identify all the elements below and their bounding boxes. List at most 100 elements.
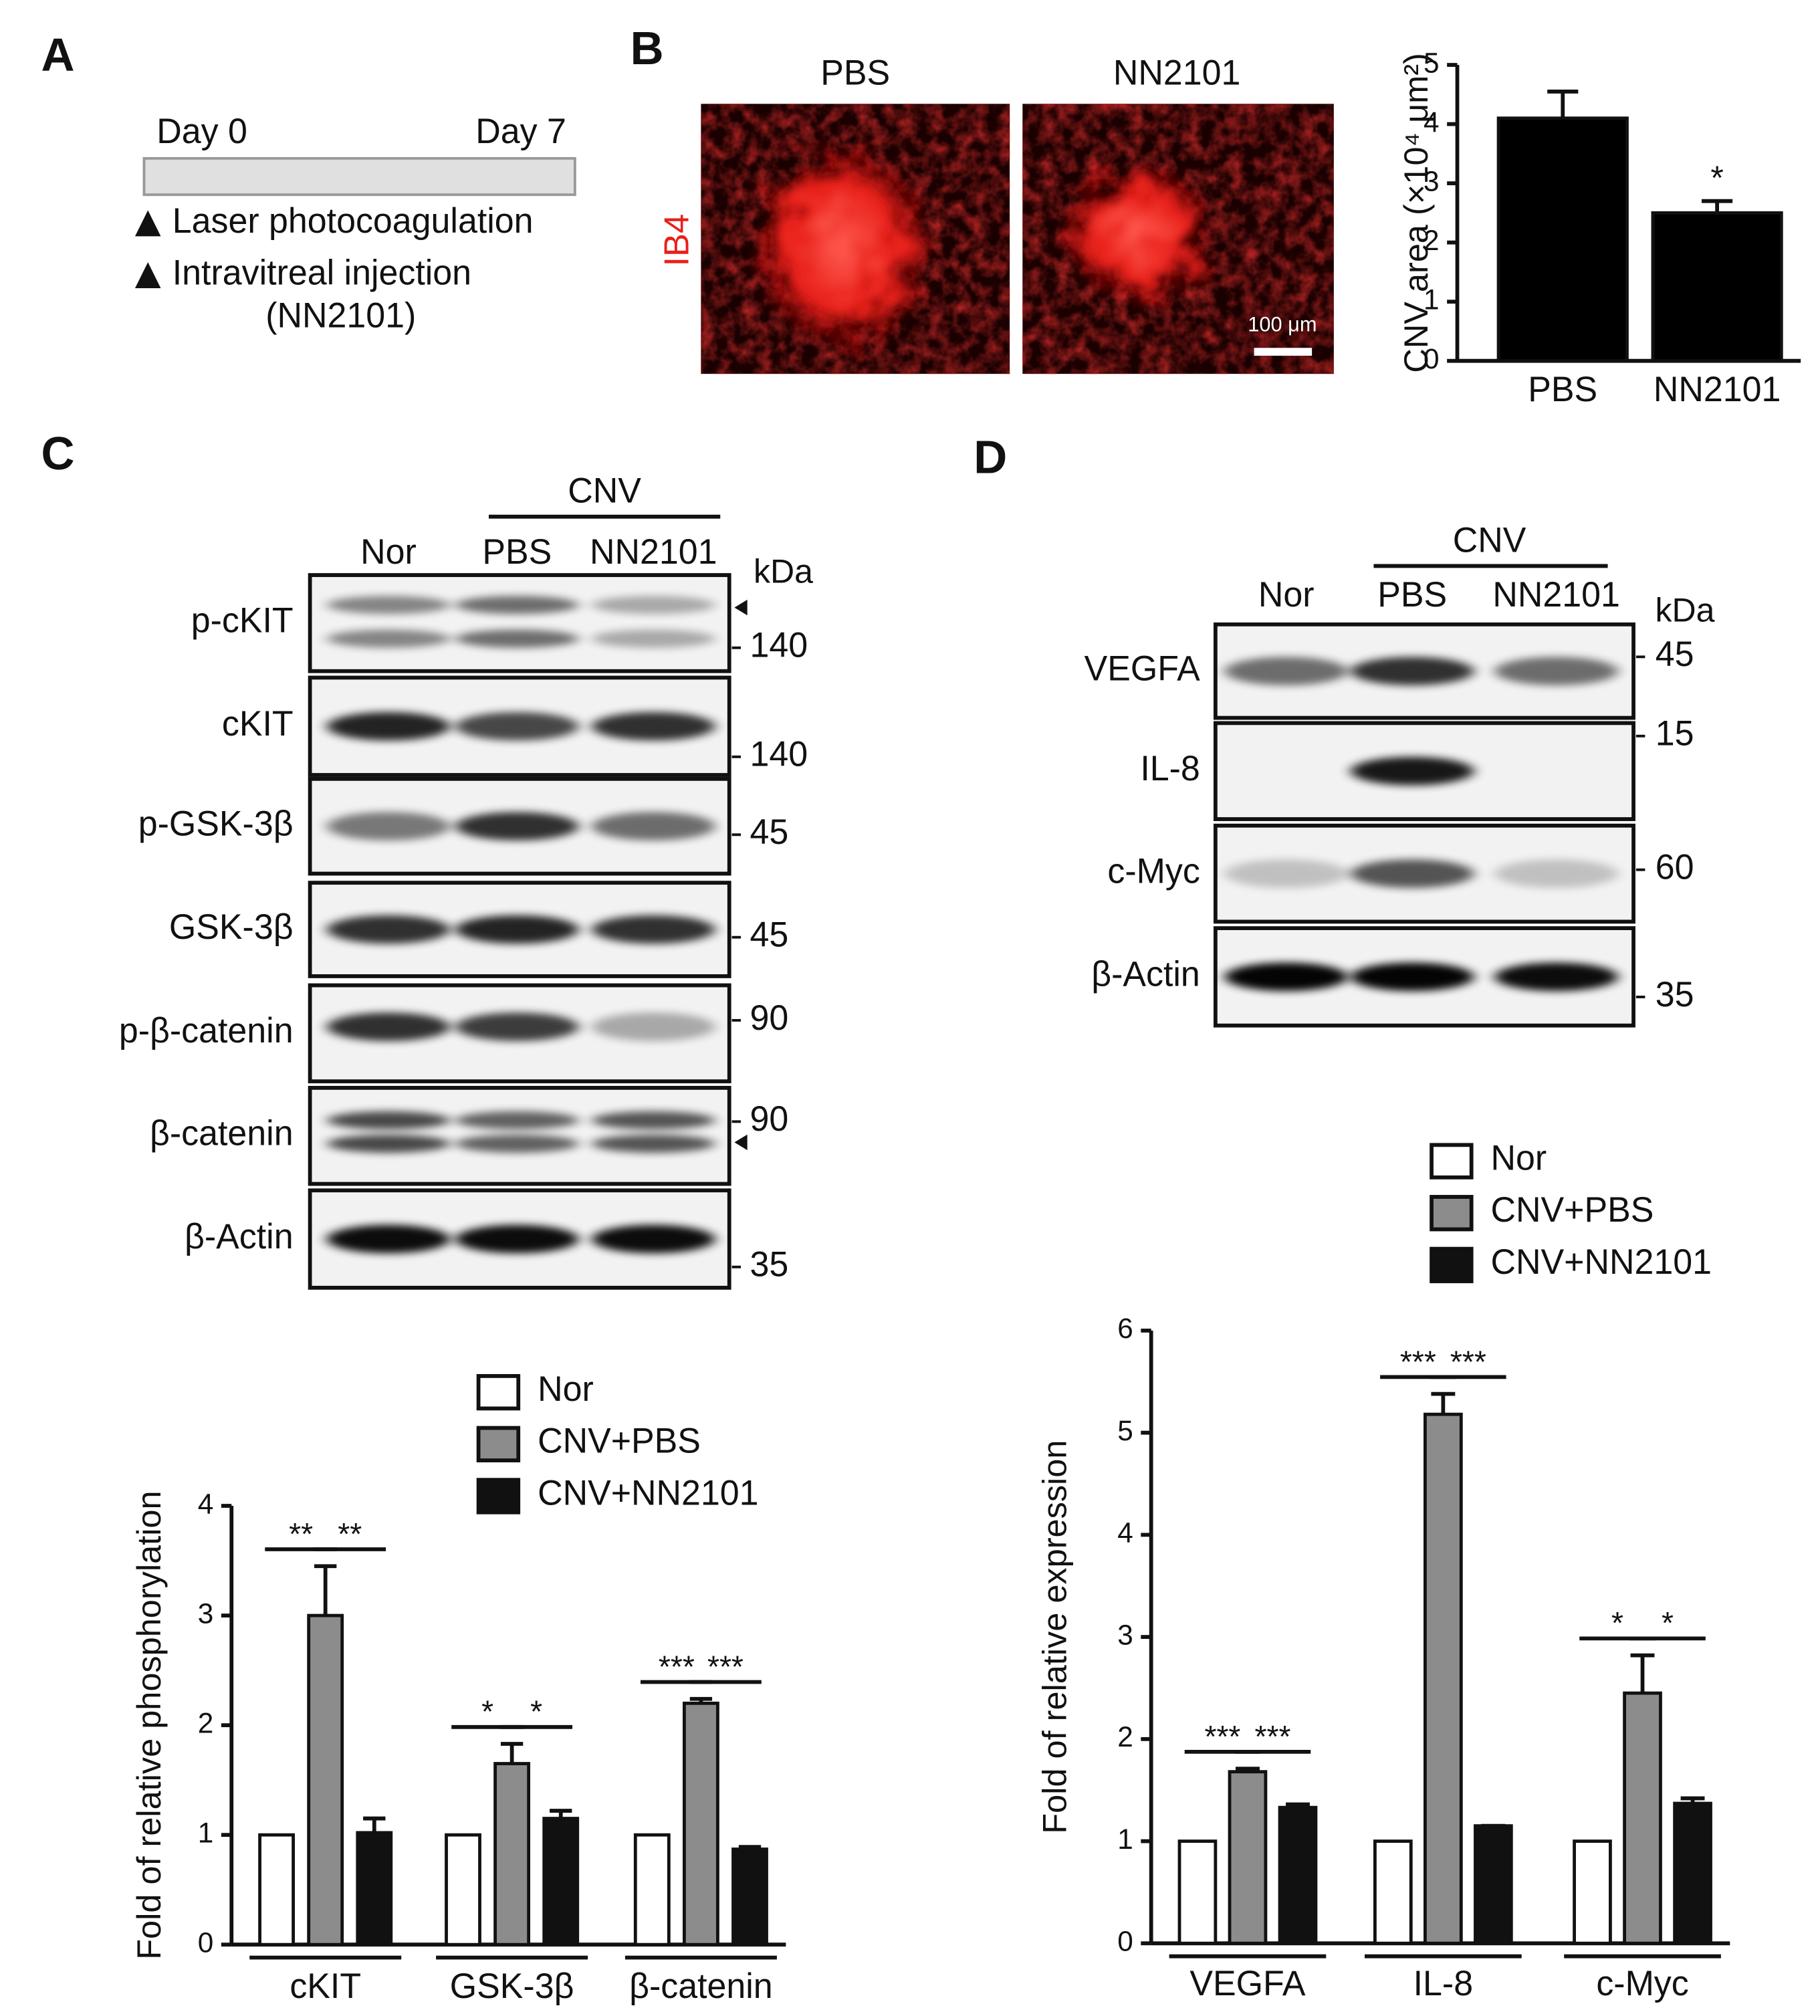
blot-band	[326, 596, 451, 614]
bar	[1424, 1412, 1463, 1945]
blot-row-label: cKIT	[222, 705, 294, 744]
marker-label: 140	[750, 626, 808, 665]
blot-frame	[308, 776, 731, 876]
legend-label: CNV+NN2101	[1491, 1243, 1712, 1282]
stain-label: IB4	[658, 214, 697, 267]
blot-row-label: p-cKIT	[191, 602, 294, 641]
legend-swatch	[1430, 1246, 1474, 1284]
legend-swatch	[1430, 1195, 1474, 1232]
blot-band	[326, 629, 451, 648]
legend-swatch	[476, 1373, 521, 1411]
bar	[1651, 211, 1783, 363]
marker-label: 45	[1656, 635, 1694, 674]
y-tick-label: 5	[1117, 1416, 1133, 1447]
blot-band	[455, 711, 579, 741]
blot-row-label: β-Actin	[185, 1218, 294, 1256]
blot-band	[455, 629, 579, 648]
legend-label: Nor	[538, 1370, 594, 1409]
blot-band	[591, 1012, 715, 1042]
bar	[731, 1847, 768, 1946]
marker-label: 90	[750, 1100, 789, 1139]
error-bar	[314, 1564, 337, 1616]
error-bar	[1630, 1653, 1655, 1694]
image-column-label: NN2101	[1113, 53, 1240, 92]
y-axis-label: Fold of relative expression	[1036, 1440, 1074, 1834]
blot-band	[591, 812, 715, 841]
blot-band	[591, 1134, 715, 1153]
significance: ***	[1204, 1719, 1240, 1754]
error-bar	[1547, 89, 1579, 118]
error-bar	[689, 1696, 713, 1704]
y-tick-label: 2	[1117, 1722, 1133, 1753]
blot-band	[1494, 859, 1618, 888]
lane-label: NN2101	[590, 533, 717, 572]
blot-frame	[308, 881, 731, 978]
blot-band	[455, 1111, 579, 1130]
error-bar	[1702, 199, 1733, 213]
blot-band	[591, 711, 715, 741]
y-tick-label: 0	[1117, 1926, 1133, 1957]
blot-band	[591, 629, 715, 648]
unit-label: kDa	[754, 552, 813, 590]
timeline-event: Laser photocoagulation	[173, 202, 534, 241]
timeline-note: (NN2101)	[265, 296, 416, 335]
blot-band	[326, 1111, 451, 1130]
event-marker	[134, 262, 161, 288]
micrograph	[701, 104, 1010, 374]
error-bar	[500, 1742, 524, 1764]
y-tick-label: 3	[1117, 1619, 1133, 1651]
bar	[1228, 1770, 1268, 1945]
significance: **	[289, 1517, 313, 1551]
group-label: CNV	[568, 471, 641, 510]
blot-band	[591, 1111, 715, 1130]
blot-frame	[308, 675, 731, 777]
bar	[445, 1833, 481, 1946]
error-bar	[738, 1845, 762, 1850]
blot-frame	[308, 573, 731, 673]
error-bar	[1431, 1391, 1456, 1415]
bar	[542, 1817, 580, 1946]
y-tick-label: 5	[1424, 47, 1440, 79]
significance: ***	[707, 1649, 744, 1684]
significance: ***	[1255, 1719, 1291, 1754]
y-tick-label: 3	[1424, 166, 1440, 197]
marker-label: 140	[750, 735, 808, 774]
blot-band	[1350, 859, 1474, 888]
lane-label: PBS	[1377, 576, 1447, 614]
bar	[1373, 1839, 1413, 1945]
bar	[258, 1833, 296, 1946]
blot-band	[326, 915, 451, 944]
y-tick-label: 4	[1117, 1518, 1133, 1549]
significance: ***	[1400, 1344, 1436, 1379]
x-tick-label: β-catenin	[629, 1967, 773, 2006]
y-tick-label: 0	[1424, 344, 1440, 375]
band-arrow	[734, 599, 748, 616]
blot-band	[455, 915, 579, 944]
blot-band	[1494, 962, 1618, 992]
x-tick-label: PBS	[1528, 370, 1597, 409]
legend-swatch	[476, 1426, 521, 1462]
blot-row-label: GSK-3β	[169, 908, 294, 947]
x-tick-label: VEGFA	[1189, 1965, 1305, 2003]
blot-row-label: c-Myc	[1107, 852, 1200, 891]
blot-frame	[1213, 622, 1635, 720]
event-marker	[134, 210, 161, 237]
significance: ***	[1450, 1344, 1486, 1379]
legend-swatch	[1430, 1143, 1474, 1180]
blot-row-label: p-GSK-3β	[138, 804, 294, 843]
significance: **	[338, 1517, 362, 1551]
significance: *	[1662, 1605, 1674, 1640]
blot-band	[591, 596, 715, 614]
blot-band	[326, 711, 451, 741]
y-tick-label: 1	[1424, 284, 1440, 316]
error-bar	[1236, 1767, 1260, 1772]
legend-swatch	[476, 1478, 521, 1515]
timeline-start: Day 0	[156, 112, 247, 151]
error-bar	[550, 1809, 572, 1819]
blot-band	[455, 1134, 579, 1153]
lane-label: NN2101	[1492, 576, 1619, 614]
blot-band	[591, 915, 715, 944]
blot-band	[1350, 962, 1474, 992]
micrograph: 100 μm	[1022, 104, 1334, 374]
